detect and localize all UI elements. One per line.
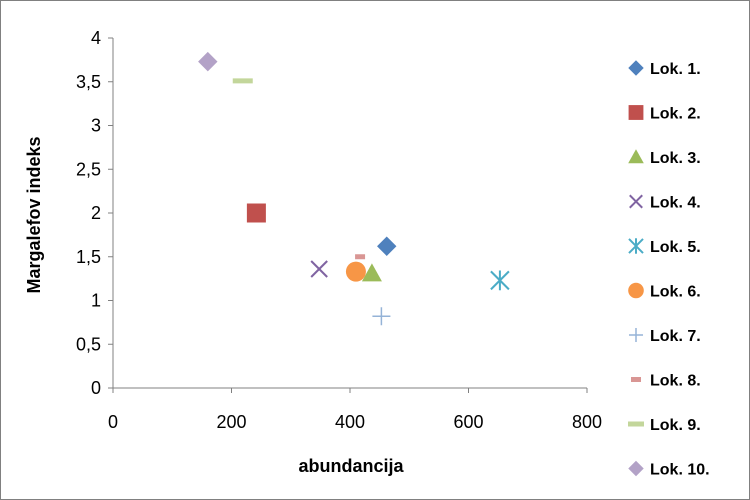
data-point [377, 236, 397, 256]
legend-label: Lok. 3. [650, 150, 701, 167]
y-tick-label: 4 [91, 28, 101, 48]
legend-marker [628, 149, 644, 164]
data-point [198, 51, 218, 72]
legend-marker [629, 194, 643, 209]
legend-label: Lok. 9. [650, 417, 701, 434]
x-tick-label: 400 [335, 412, 365, 432]
x-tick-label: 800 [572, 412, 602, 432]
x-tick-label: 600 [453, 412, 483, 432]
legend-label: Lok. 5. [650, 239, 701, 256]
legend-label: Lok. 8. [650, 373, 701, 390]
x-axis-title: abundancija [298, 456, 404, 476]
data-point [232, 78, 253, 84]
legend-marker [628, 105, 644, 120]
x-tick-label: 0 [108, 412, 118, 432]
legend-label: Lok. 2. [650, 106, 701, 123]
data-point [246, 203, 266, 223]
data-point [361, 263, 382, 282]
data-point [310, 260, 328, 278]
y-tick-label: 2 [91, 203, 101, 223]
legend-marker [631, 377, 641, 382]
legend-label: Lok. 6. [650, 284, 701, 301]
y-tick-label: 0 [91, 378, 101, 398]
legend-marker [628, 421, 644, 427]
y-axis-title: Margalefov indeks [24, 136, 44, 293]
y-tick-label: 1 [91, 291, 101, 311]
legend: Lok. 1. Lok. 2. Lok. 3. Lok. 4. Lok. 5. Lok. … [628, 60, 710, 479]
y-tick-label: 2,5 [76, 159, 101, 179]
legend-label: Lok. 10. [650, 462, 710, 479]
legend-label: Lok. 4. [650, 195, 701, 212]
data-point [345, 261, 366, 282]
legend-marker [628, 60, 644, 76]
data-point [355, 254, 366, 260]
y-tick-label: 0,5 [76, 334, 101, 354]
legend-marker [628, 460, 644, 477]
legend-marker [628, 327, 644, 343]
x-tick-label: 200 [216, 412, 246, 432]
y-tick-label: 1,5 [76, 247, 101, 267]
legend-marker [628, 282, 644, 299]
legend-marker [628, 238, 644, 254]
legend-label: Lok. 1. [650, 61, 701, 78]
y-tick-label: 3 [91, 116, 101, 136]
axes [108, 37, 588, 393]
legend-label: Lok. 7. [650, 328, 701, 345]
tick-labels: 0 0,5 1 1,5 2 2,5 3 3,5 4 0 200 400 600 800 [76, 28, 602, 432]
y-tick-label: 3,5 [76, 72, 101, 92]
data-point [372, 307, 391, 326]
data-point [490, 270, 510, 291]
data-points [198, 51, 510, 326]
